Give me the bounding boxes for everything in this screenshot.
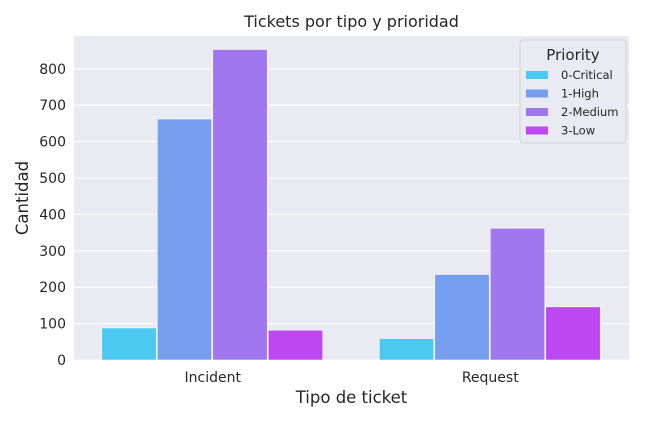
legend: Priority 0-Critical 1-High 2-Medium 3-Low — [519, 39, 627, 144]
legend-swatch — [526, 89, 548, 98]
y-tick-label: 200 — [39, 280, 66, 296]
legend-label: 1-High — [561, 87, 599, 101]
y-tick-label: 0 — [57, 353, 66, 369]
y-tick-label: 400 — [39, 207, 66, 223]
x-tick-label: Request — [462, 370, 519, 386]
bar-3-low-incident — [267, 329, 324, 361]
legend-label: 0-Critical — [561, 68, 613, 82]
y-tick-label: 300 — [39, 244, 66, 260]
legend-box — [519, 39, 627, 144]
bar-2-medium-request — [489, 227, 546, 361]
bars — [101, 49, 601, 361]
legend-title: Priority — [546, 46, 600, 64]
x-axis-ticks: Incident Request — [185, 370, 520, 386]
bar-0-critical-request — [378, 338, 435, 361]
chart-title: Tickets por tipo y prioridad — [243, 12, 459, 31]
legend-label: 2-Medium — [561, 105, 618, 119]
x-tick-label: Incident — [185, 370, 242, 386]
legend-items: 0-Critical 1-High 2-Medium 3-Low — [526, 68, 618, 138]
legend-swatch — [526, 71, 548, 79]
y-tick-label: 500 — [39, 171, 66, 187]
legend-swatch — [526, 108, 548, 116]
y-tick-label: 800 — [39, 62, 66, 78]
bar-0-critical-incident — [101, 327, 157, 361]
bar-3-low-request — [545, 306, 601, 361]
y-axis-label: Cantidad — [13, 161, 32, 235]
bar-1-high-request — [434, 274, 490, 361]
bar-2-medium-incident — [212, 49, 268, 361]
y-tick-label: 600 — [39, 135, 66, 151]
y-tick-label: 100 — [39, 317, 66, 333]
y-axis-ticks: 0 100 200 300 400 500 600 700 800 — [39, 62, 66, 369]
bar-1-high-incident — [156, 118, 213, 361]
y-tick-label: 700 — [39, 98, 66, 114]
legend-swatch — [526, 126, 548, 135]
legend-label: 3-Low — [561, 124, 595, 138]
x-axis-label: Tipo de ticket — [295, 388, 408, 407]
